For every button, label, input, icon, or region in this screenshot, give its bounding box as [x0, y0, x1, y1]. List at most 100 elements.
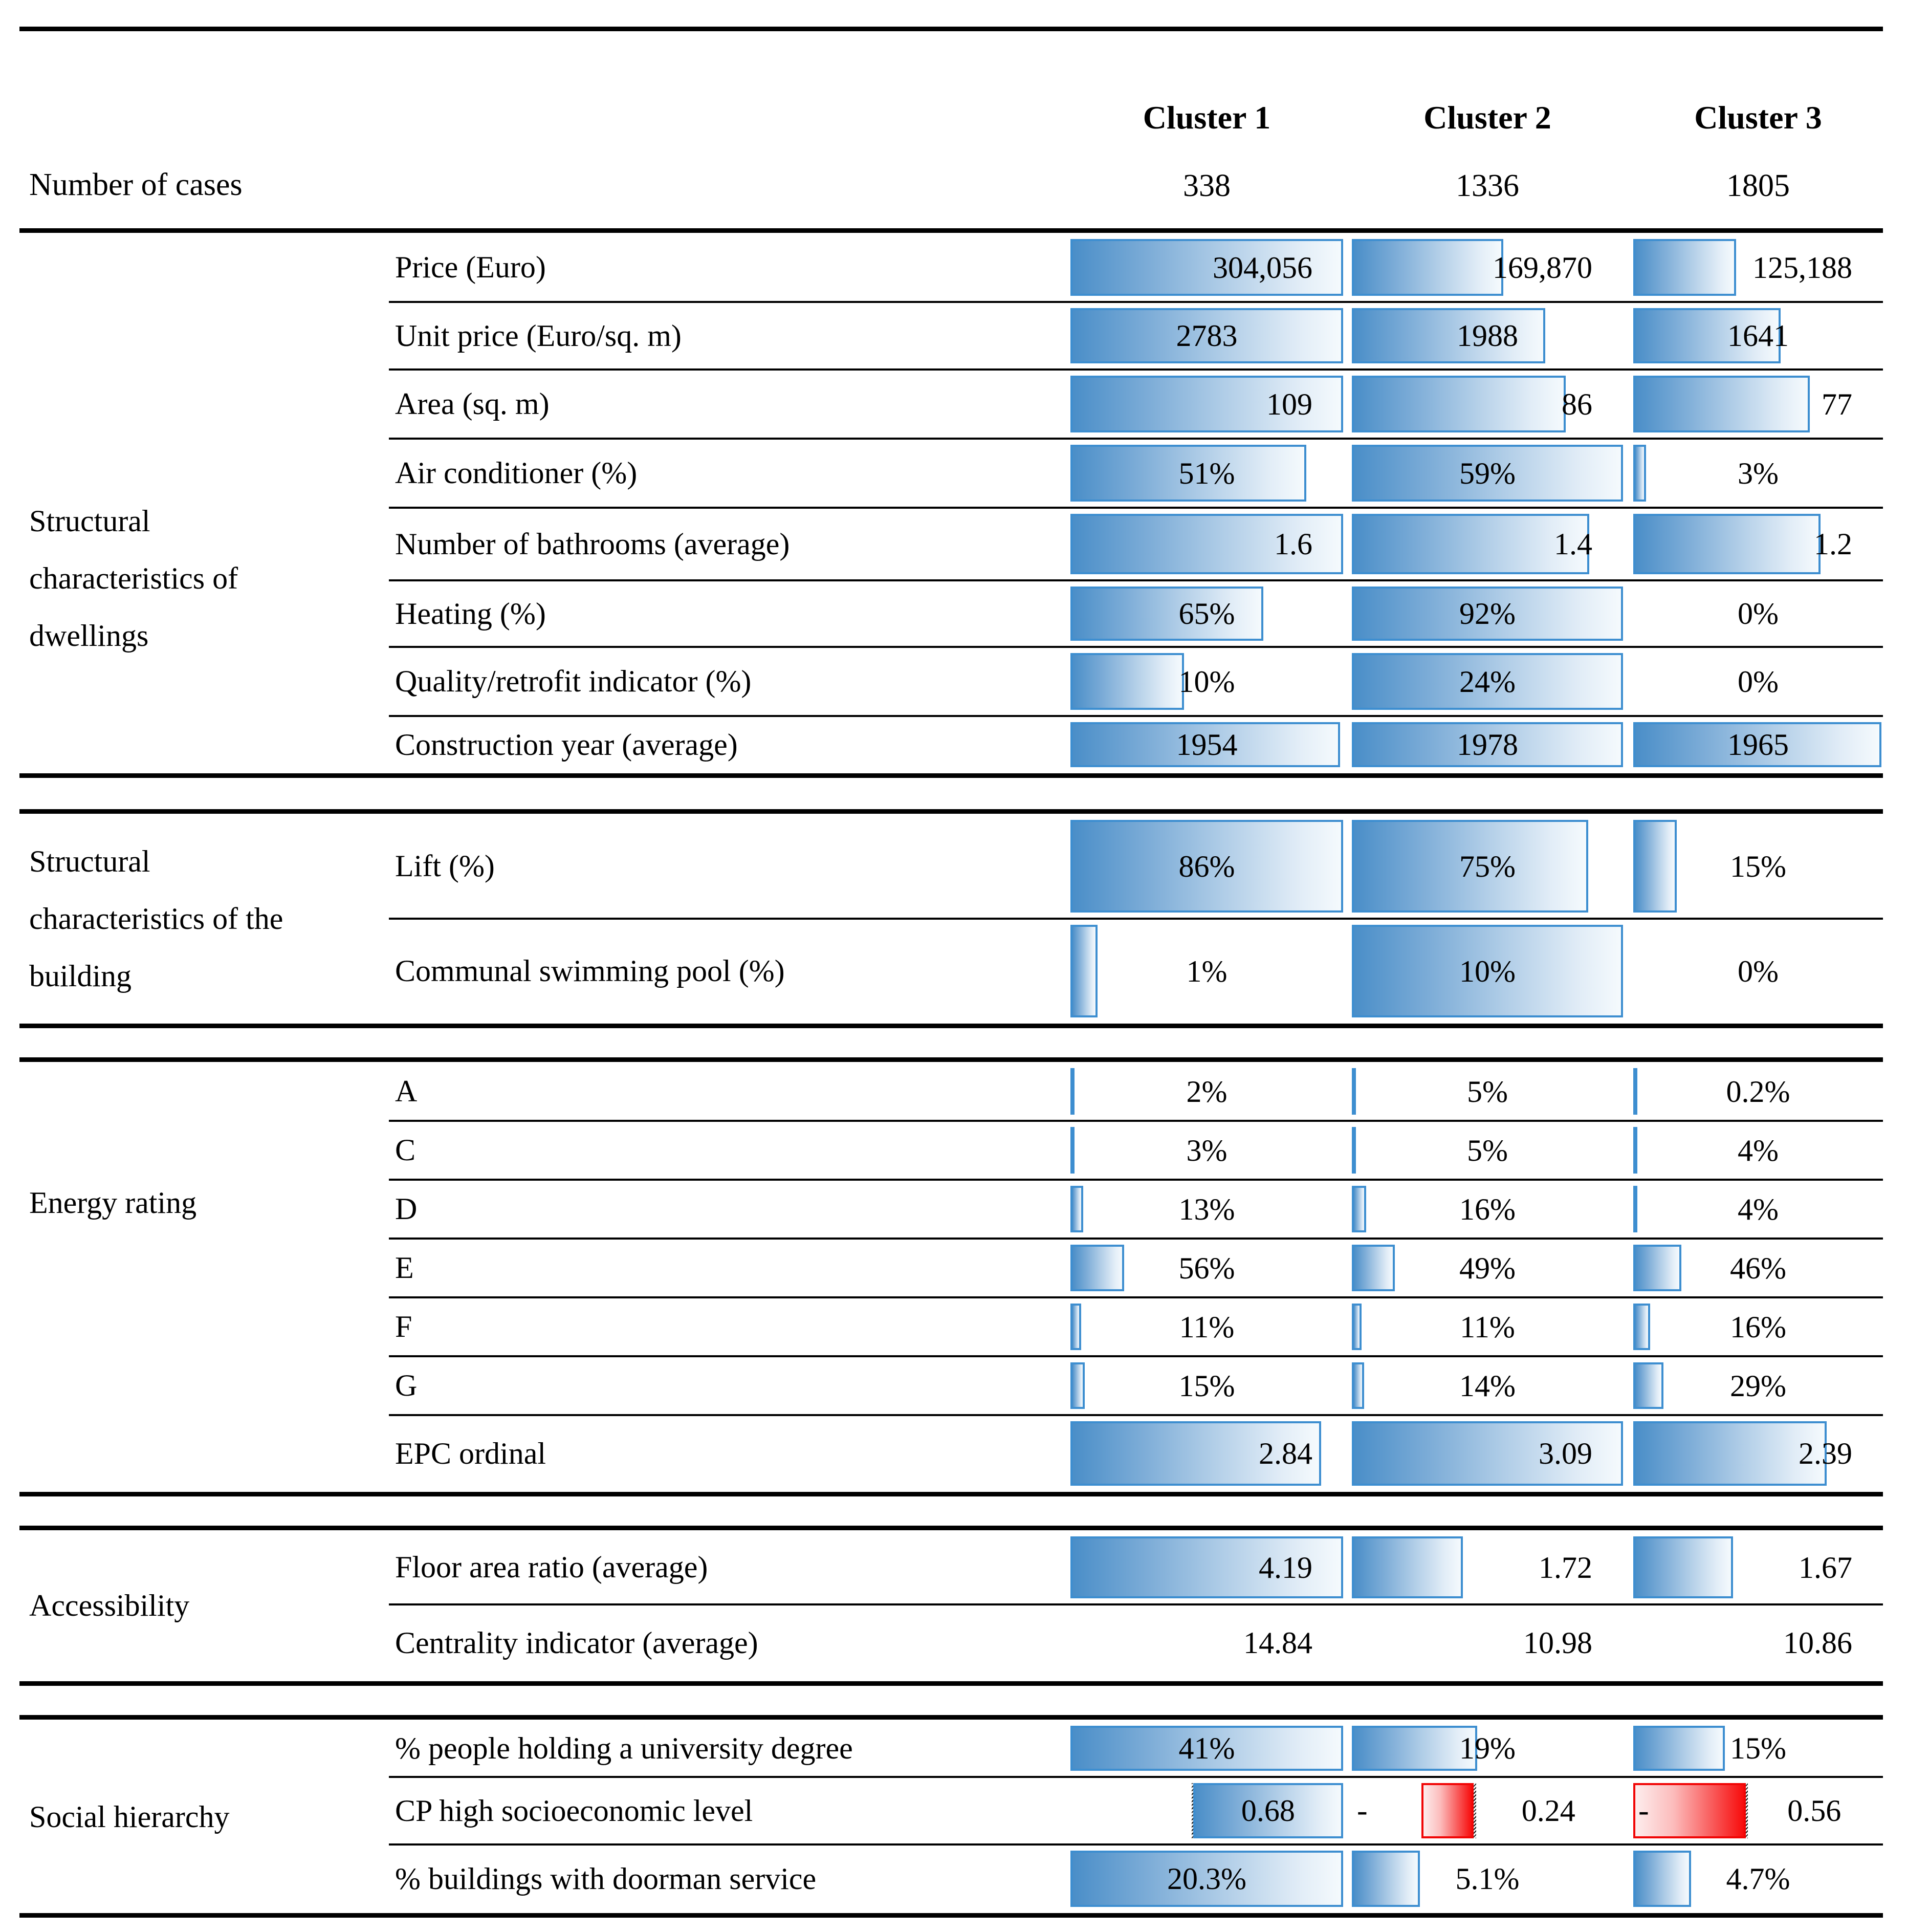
cluster-2-count: 1336: [1456, 168, 1519, 203]
cluster-1-header: Cluster 1: [1143, 99, 1271, 136]
cell-value: 19%: [1459, 1731, 1516, 1765]
data-bar: [1070, 925, 1098, 1017]
row-separator: [389, 715, 1883, 717]
cell-value: 16%: [1730, 1310, 1786, 1344]
row-separator: [389, 1414, 1883, 1416]
data-bar: [1633, 1186, 1638, 1232]
cell-value: 1.67: [1799, 1550, 1852, 1584]
number-of-cases-label: Number of cases: [29, 167, 243, 202]
data-bar: [1352, 653, 1623, 710]
data-bar: [1070, 587, 1263, 641]
data-bar: [1633, 239, 1737, 296]
cell-value: 11%: [1460, 1310, 1515, 1344]
data-bar: [1352, 514, 1589, 574]
cell-value: 0.2%: [1726, 1074, 1790, 1109]
data-bar: [1633, 1245, 1681, 1291]
cell-value: 169,870: [1493, 250, 1592, 285]
section-rule-bottom: [19, 1913, 1883, 1918]
top-rule: [19, 27, 1883, 31]
cell-value: 0%: [1738, 954, 1779, 988]
cell-value: 10.86: [1783, 1626, 1852, 1660]
data-bar: [1633, 308, 1781, 363]
cell-value: 1.6: [1274, 527, 1312, 561]
section-rule-bottom: [19, 1681, 1883, 1686]
row-separator: [389, 1120, 1883, 1122]
section-rule-top: [19, 1526, 1883, 1530]
data-bar: [1633, 514, 1821, 574]
data-bar: [1352, 587, 1623, 641]
cell-value: 86%: [1178, 849, 1235, 883]
data-bar: [1070, 722, 1340, 767]
axis-hatch: [1472, 1783, 1476, 1838]
data-bar: [1352, 376, 1566, 432]
cell-value: 14.84: [1243, 1626, 1312, 1660]
data-bar: [1633, 1851, 1692, 1907]
cell-value: 59%: [1459, 456, 1516, 490]
cell-value: 15%: [1178, 1369, 1235, 1403]
section-label: Energy rating: [29, 1186, 197, 1220]
data-bar: [1070, 1304, 1081, 1350]
data-bar: [1070, 445, 1306, 502]
row-label: Centrality indicator (average): [395, 1625, 758, 1660]
data-bar: [1352, 308, 1546, 363]
cell-value: 56%: [1178, 1251, 1235, 1285]
negative-data-bar: [1633, 1783, 1746, 1838]
data-bar: [1352, 445, 1623, 502]
cell-value: 24%: [1459, 664, 1516, 699]
row-label: A: [395, 1074, 418, 1108]
data-bar: [1070, 1362, 1085, 1409]
negative-data-bar: [1421, 1783, 1474, 1838]
row-label: Communal swimming pool (%): [395, 954, 785, 988]
row-separator: [389, 646, 1883, 648]
cell-value: 109: [1266, 387, 1312, 421]
data-bar: [1352, 925, 1623, 1017]
row-separator: [389, 579, 1883, 581]
cell-value: 4.19: [1259, 1550, 1312, 1584]
section-rule-bottom: [19, 773, 1883, 778]
section-rule-top: [19, 1057, 1883, 1062]
data-bar: [1352, 722, 1623, 767]
data-bar: [1352, 1421, 1623, 1486]
cluster-2-header: Cluster 2: [1423, 99, 1551, 136]
cell-value: 2%: [1186, 1074, 1228, 1109]
row-label: Price (Euro): [395, 250, 546, 284]
data-bar: [1352, 1851, 1420, 1907]
data-bar: [1633, 1726, 1725, 1771]
cell-value: 0.68: [1241, 1794, 1295, 1828]
cell-value: 1.2: [1814, 527, 1852, 561]
cell-value: 16%: [1459, 1192, 1516, 1226]
row-label: EPC ordinal: [395, 1436, 546, 1470]
cell-value: 13%: [1178, 1192, 1235, 1226]
row-label: C: [395, 1133, 416, 1167]
cell-value: 0.56: [1787, 1794, 1842, 1828]
row-label: Quality/retrofit indicator (%): [395, 664, 752, 698]
data-bar: [1352, 1186, 1366, 1232]
data-bar: [1633, 1304, 1650, 1350]
cell-value: 51%: [1178, 456, 1235, 490]
data-bar: [1633, 445, 1646, 502]
row-separator: [389, 368, 1883, 371]
cell-value: 46%: [1730, 1251, 1786, 1285]
row-label: Number of bathrooms (average): [395, 527, 790, 561]
section-label: Social hierarchy: [29, 1800, 230, 1834]
cell-value: 10%: [1178, 664, 1235, 699]
row-separator: [389, 301, 1883, 303]
row-separator: [389, 1603, 1883, 1605]
row-label: Construction year (average): [395, 727, 738, 762]
cell-value: 75%: [1459, 849, 1516, 883]
data-bar: [1070, 1421, 1321, 1486]
section-label: Accessibility: [29, 1589, 190, 1622]
data-bar: [1193, 1783, 1343, 1838]
row-separator: [389, 1355, 1883, 1357]
cell-value: 86: [1562, 387, 1592, 421]
cell-value: 29%: [1730, 1369, 1786, 1403]
data-bar: [1070, 1186, 1083, 1232]
cluster-3-header: Cluster 3: [1694, 99, 1822, 136]
cell-value: 1%: [1186, 954, 1228, 988]
data-bar: [1633, 1127, 1638, 1174]
data-bar: [1070, 1068, 1075, 1115]
section-rule-bottom: [19, 1492, 1883, 1496]
row-label: G: [395, 1369, 418, 1402]
axis-hatch: [1744, 1783, 1748, 1838]
